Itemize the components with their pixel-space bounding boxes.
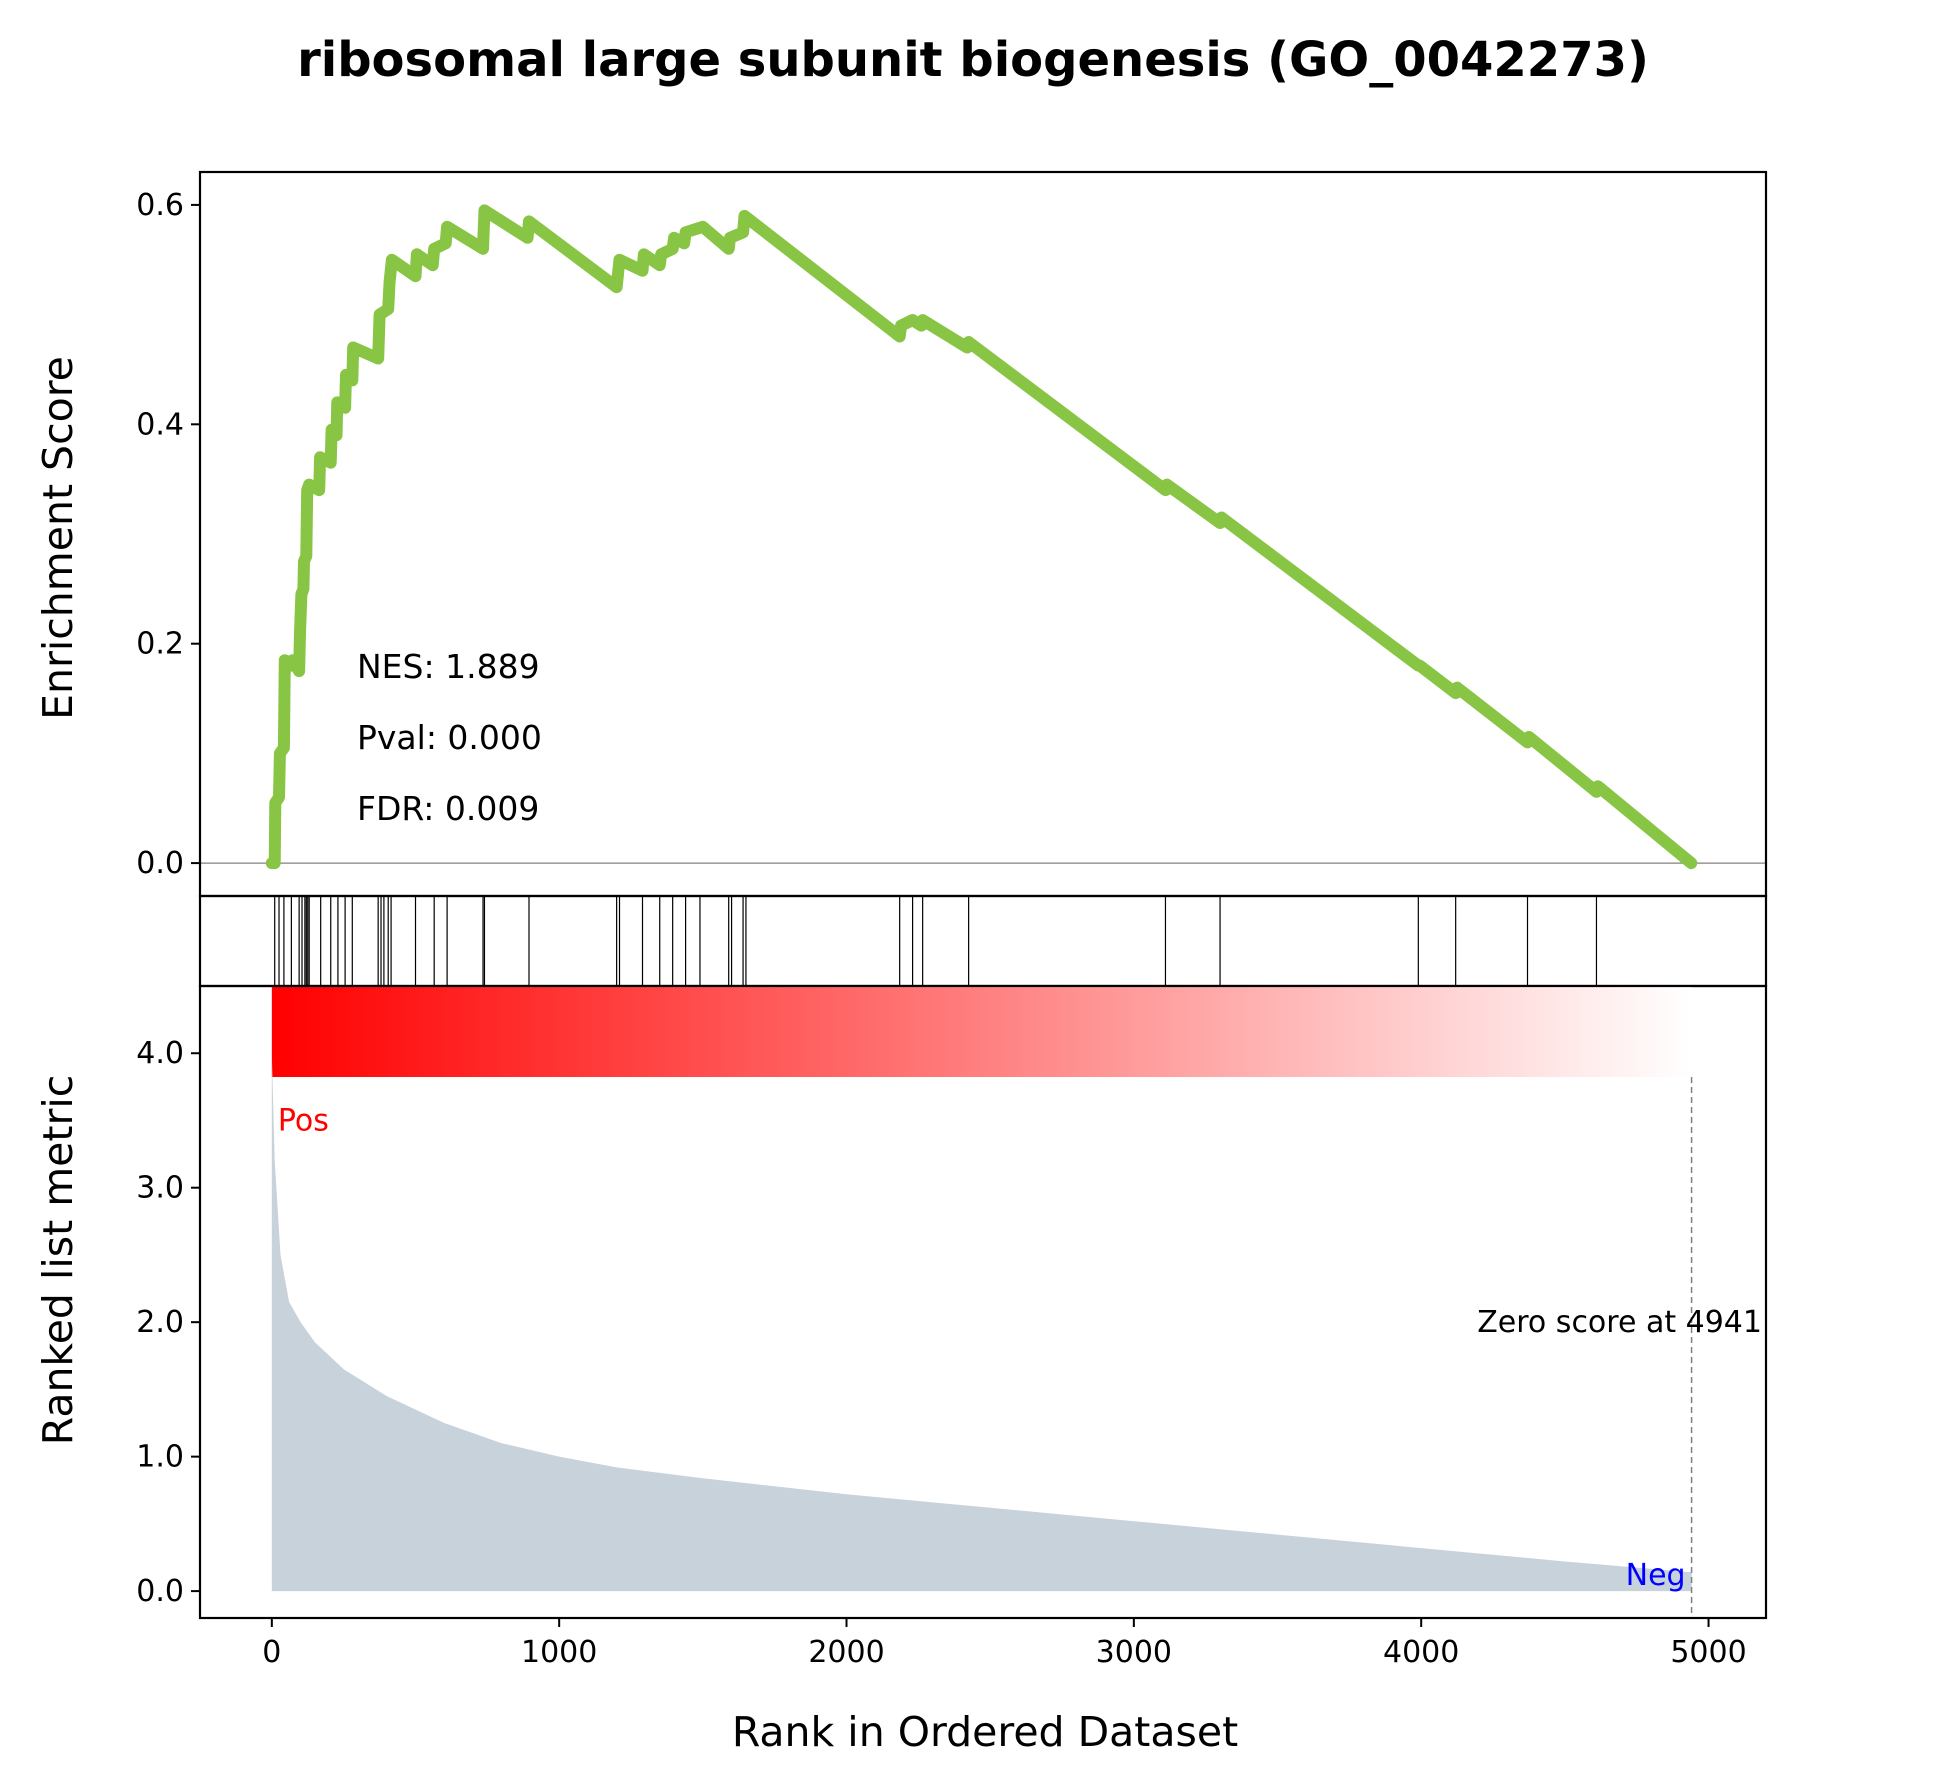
ranked-panel: Zero score at 4941 Pos Neg 0.0 1.0 2.0 3.0 4… — [34, 984, 1768, 1756]
x-tick-label: 1000 — [521, 1635, 597, 1670]
enrichment-score-line — [265, 204, 1698, 870]
enrichment-y-tick-label: 0.4 — [136, 407, 184, 442]
ranked-y-tick-label: 3.0 — [136, 1171, 184, 1206]
hit-markers — [274, 896, 1598, 986]
ranked-y-tick-label: 2.0 — [136, 1305, 184, 1340]
ranked-y-tick-label: 0.0 — [136, 1574, 184, 1609]
ranked-y-ticks: 0.0 1.0 2.0 3.0 4.0 — [136, 1036, 200, 1609]
ranked-metric-area — [271, 1053, 1692, 1592]
enrichment-panel: 0.0 0.2 0.4 0.6 NES: 1.889 Pval: 0.000 FDR: 0… — [34, 170, 1768, 898]
hits-axes-frame — [198, 894, 1768, 988]
x-tick-label: 5000 — [1670, 1635, 1746, 1670]
ranked-y-label: Ranked list metric — [34, 1075, 82, 1446]
x-tick-label: 3000 — [1096, 1635, 1172, 1670]
x-axis-ticks: 0 1000 2000 3000 4000 5000 — [262, 1618, 1747, 1670]
enrichment-axes-frame — [198, 170, 1768, 898]
x-axis-label: Rank in Ordered Dataset — [732, 1708, 1238, 1756]
rank-gradient-bar — [271, 986, 1692, 1077]
x-tick-label: 0 — [262, 1635, 281, 1670]
neg-label: Neg — [1626, 1558, 1686, 1593]
ranked-y-tick-label: 4.0 — [136, 1036, 184, 1071]
zero-score-label: Zero score at 4941 — [1477, 1305, 1762, 1340]
enrichment-y-tick-label: 0.2 — [136, 627, 184, 662]
enrichment-stats: NES: 1.889 Pval: 0.000 FDR: 0.009 — [357, 647, 542, 828]
x-tick-label: 2000 — [808, 1635, 884, 1670]
enrichment-y-ticks: 0.0 0.2 0.4 0.6 — [136, 188, 200, 881]
chart-title: ribosomal large subunit biogenesis (GO_0… — [297, 32, 1649, 88]
enrichment-stat: FDR: 0.009 — [357, 789, 539, 828]
enrichment-y-tick-label: 0.0 — [136, 846, 184, 881]
x-tick-label: 4000 — [1383, 1635, 1459, 1670]
enrichment-stat: NES: 1.889 — [357, 647, 540, 686]
pos-label: Pos — [278, 1103, 329, 1138]
ranked-y-tick-label: 1.0 — [136, 1440, 184, 1475]
ranked-axes-frame — [198, 984, 1768, 1620]
enrichment-y-tick-label: 0.6 — [136, 188, 184, 223]
enrichment-y-label: Enrichment Score — [34, 356, 82, 720]
enrichment-stat: Pval: 0.000 — [357, 718, 542, 757]
hits-panel — [198, 894, 1768, 988]
